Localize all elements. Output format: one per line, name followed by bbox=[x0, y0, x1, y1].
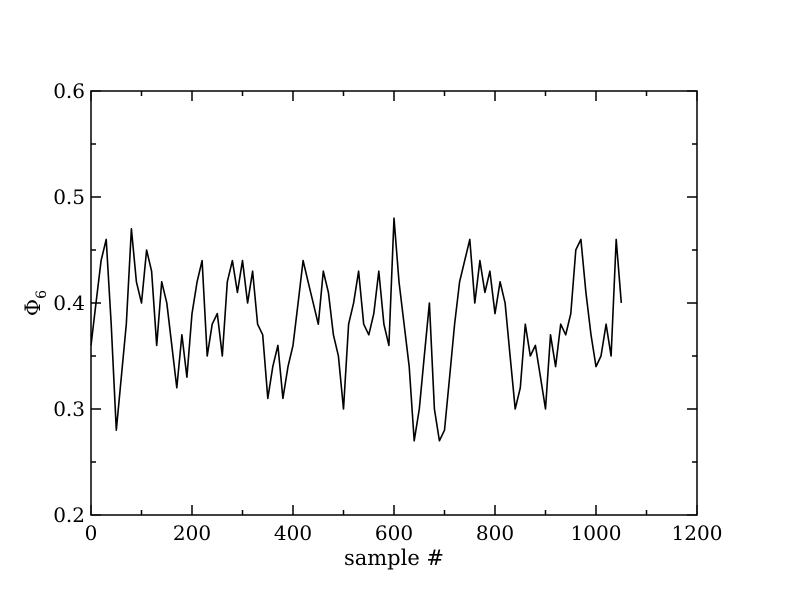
x-axis-label: sample # bbox=[344, 546, 444, 570]
x-tick-label: 600 bbox=[375, 521, 413, 545]
y-tick-label: 0.2 bbox=[53, 503, 85, 527]
x-tick-label: 400 bbox=[274, 521, 312, 545]
x-tick-label: 800 bbox=[476, 521, 514, 545]
y-tick-label: 0.4 bbox=[53, 291, 85, 315]
y-tick-label: 0.5 bbox=[53, 185, 85, 209]
plot-frame bbox=[90, 90, 698, 516]
tick-labels: 0 200 400 600 800 1000 1200 0.2 0.3 0.4 0.5 0.6 bbox=[53, 79, 722, 545]
x-tick-label: 1000 bbox=[571, 521, 622, 545]
x-tick-label: 200 bbox=[173, 521, 211, 545]
y-axis-label-main: Φ bbox=[21, 299, 45, 316]
axis-ticks bbox=[90, 90, 698, 516]
y-tick-label: 0.3 bbox=[53, 397, 85, 421]
series-line bbox=[90, 217, 623, 442]
y-axis-label-subscript: 6 bbox=[34, 290, 50, 299]
x-tick-label: 1200 bbox=[672, 521, 723, 545]
y-tick-label: 0.6 bbox=[53, 79, 85, 103]
x-tick-label: 0 bbox=[85, 521, 98, 545]
y-axis-label: Φ6 bbox=[21, 290, 50, 316]
